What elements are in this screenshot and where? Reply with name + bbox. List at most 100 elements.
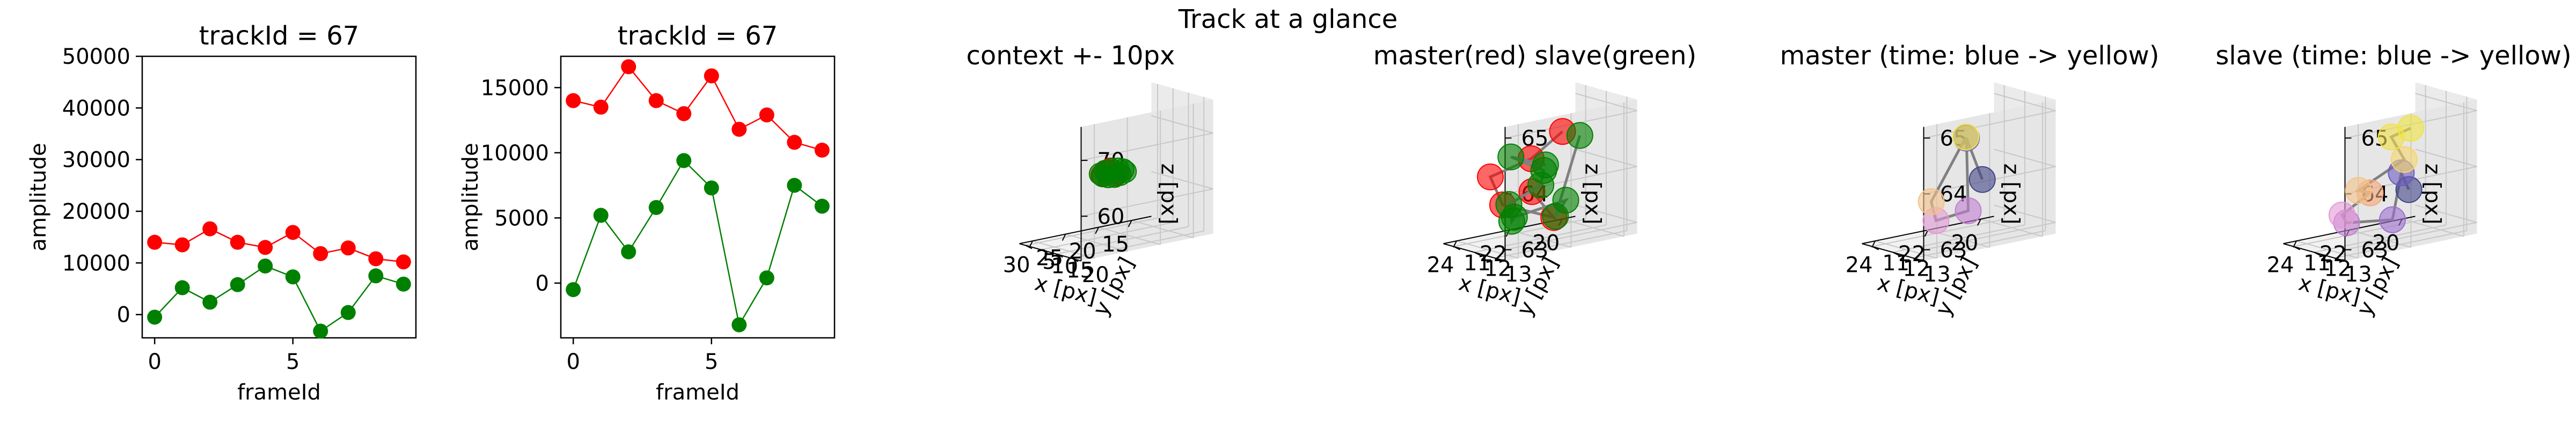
grid-line — [1505, 221, 1637, 250]
x-tick-mark — [1062, 234, 1066, 241]
grid-line — [1081, 188, 1213, 217]
grid-line — [1575, 204, 1637, 223]
grid-line — [1072, 230, 1204, 259]
series-2-point — [147, 309, 163, 325]
x-axis-line — [1019, 216, 1152, 245]
x-tick-label: 25 — [1036, 246, 1063, 271]
series-1-point — [202, 221, 218, 236]
series-2-point — [1552, 187, 1579, 214]
series-1-point — [731, 122, 747, 137]
grid-line — [1081, 132, 1213, 161]
series-1-point — [2397, 115, 2424, 142]
z-tick-label: 63 — [2361, 238, 2389, 263]
x-tick-label: 22 — [1898, 242, 1926, 267]
series-1-point — [1968, 166, 1996, 193]
series-1-point — [621, 59, 636, 75]
grid-line — [2415, 204, 2477, 223]
y-tick-mark — [2334, 257, 2341, 262]
grid-line — [2334, 230, 2467, 259]
x-axis-label: frameId — [656, 380, 740, 405]
series-2-point — [731, 317, 747, 332]
y-tick-label: 0 — [117, 303, 130, 328]
x-tick-label: 24 — [1427, 253, 1454, 277]
chart-2: trackId = 67 0 5000 10000 15000 0 5 frameId ampl… — [458, 21, 836, 405]
y-axis-label: amplitude — [458, 143, 483, 251]
series-1-point — [593, 99, 609, 115]
grid-line — [1474, 224, 1607, 253]
grid-line — [1994, 149, 2056, 167]
y-tick-label: 12 — [2324, 257, 2352, 282]
chart-1: trackId = 67 0 10000 20000 30000 40000 50000 0 5… — [26, 21, 417, 405]
grid-line — [1151, 171, 1213, 190]
series-1-point — [2328, 201, 2355, 228]
y-tick-label: 12 — [1903, 257, 1930, 282]
y-tick-label: 13 — [1923, 262, 1951, 287]
grid-line — [2314, 224, 2447, 253]
x-tick-label: 20 — [2372, 231, 2399, 256]
series-1-point — [1952, 123, 1980, 151]
series-1-point — [396, 254, 411, 270]
chart-4: 202224111213636465x [px]y [px]z [px]mast… — [1373, 41, 1696, 320]
series-1-point — [147, 234, 163, 250]
y-tick-label: 11 — [1463, 251, 1491, 276]
y-tick-mark — [1474, 252, 1481, 256]
x-tick-label: 24 — [1846, 253, 1873, 277]
y-tick-mark — [1453, 246, 1461, 250]
x-tick-mark — [1128, 220, 1132, 227]
y-tick-label: 15000 — [481, 76, 549, 100]
plot-frame — [560, 55, 836, 339]
z-axis-label: z [px] — [1999, 164, 2024, 225]
y-tick-label: 15 — [1066, 258, 1094, 283]
series-1-point — [1477, 163, 1504, 190]
y-tick-mark — [1071, 257, 1079, 262]
series-1-line — [155, 228, 404, 263]
series-2-point — [814, 198, 830, 214]
series-1-point — [759, 107, 774, 123]
series-1-point — [566, 93, 581, 108]
x-axis-label: frameId — [237, 380, 321, 405]
series-2-point — [676, 153, 692, 168]
y-tick-label: 13 — [1505, 262, 1532, 287]
grid-line — [1151, 115, 1213, 134]
figure-suptitle: Track at a glance — [1178, 4, 1398, 34]
z-axis-label: z [px] — [1580, 164, 1605, 225]
grid-line — [1041, 221, 1173, 250]
grid-line — [2415, 149, 2477, 167]
grid-line — [1575, 93, 1637, 112]
x-tick-mark — [1977, 219, 1981, 226]
y-tick-label: 40000 — [62, 96, 130, 121]
x-tick-label: 5 — [286, 350, 299, 374]
grid-line — [2415, 93, 2477, 112]
y-axis-label: amplitude — [26, 143, 51, 251]
chart-title: trackId = 67 — [618, 21, 778, 51]
series-1-point — [230, 234, 245, 250]
grid-line — [2345, 221, 2477, 250]
series-1-point — [313, 246, 328, 261]
chart-title: context +- 10px — [967, 41, 1175, 71]
x-tick-label: 5 — [705, 350, 718, 374]
series-1-point — [258, 240, 273, 255]
z-tick-label: 63 — [1940, 238, 1967, 263]
grid-line — [1923, 110, 2056, 139]
x-tick-label: 0 — [566, 350, 580, 374]
grid-line — [1892, 224, 2025, 253]
series-1-point — [1918, 188, 1945, 216]
y-tick-label: 30000 — [62, 148, 130, 173]
series-2-line — [154, 265, 404, 332]
y-tick-label: 12 — [1484, 257, 1512, 282]
y-tick-label: 5 — [1042, 250, 1056, 275]
series-2-point — [396, 276, 411, 292]
x-tick-label: 20 — [1951, 231, 1978, 256]
series-2-point — [1566, 122, 1593, 149]
series-2-point — [1497, 143, 1525, 171]
series-1-point — [814, 143, 830, 158]
y-tick-label: 13 — [2345, 262, 2372, 287]
series-2-point — [648, 199, 664, 215]
series-2-point — [759, 270, 774, 286]
x-tick-mark — [1029, 240, 1033, 248]
series-2-point — [258, 258, 273, 274]
y-tick-label: 20000 — [62, 199, 130, 224]
series-1-point — [174, 237, 190, 253]
